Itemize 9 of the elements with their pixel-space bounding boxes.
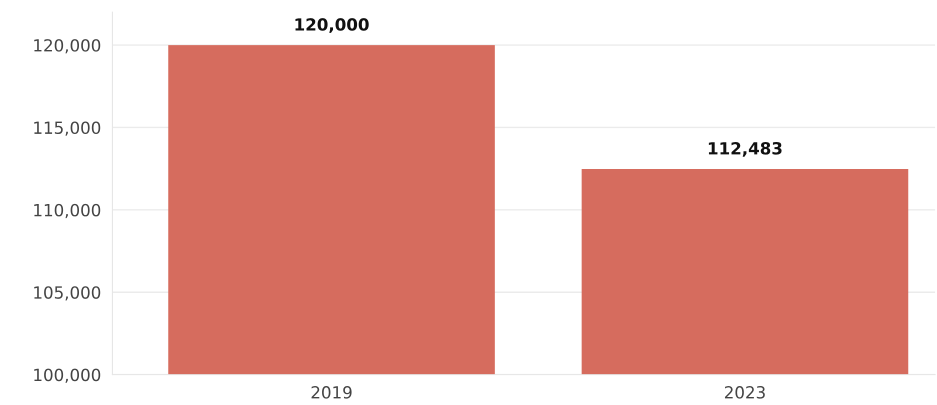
x-tick-label: 2019 — [312, 386, 352, 399]
x-tick-label: 2023 — [724, 386, 765, 399]
y-tick-label: 110,000 — [34, 204, 100, 218]
y-tick-label: 105,000 — [34, 286, 100, 301]
y-tick-label: 100,000 — [34, 368, 100, 383]
y-tick-label: 115,000 — [34, 121, 100, 136]
data-label: 120,000 — [295, 18, 369, 33]
y-tick-label: 120,000 — [34, 39, 100, 54]
data-label: 112,483 — [708, 142, 782, 157]
